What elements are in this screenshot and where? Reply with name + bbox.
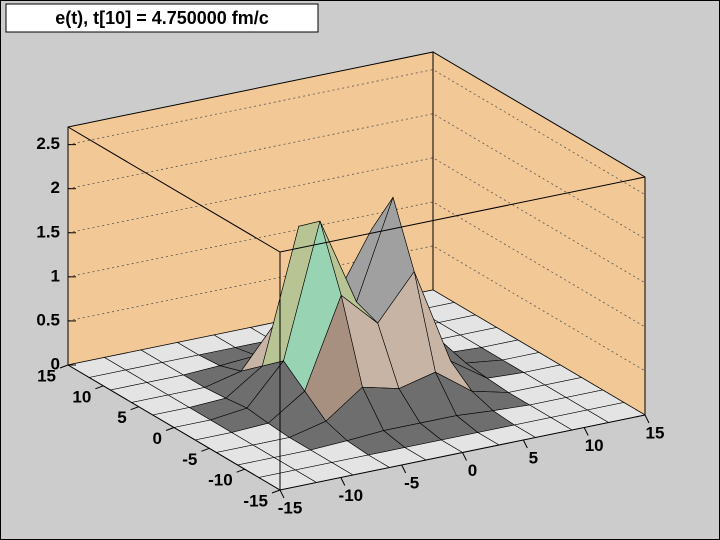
x-tick xyxy=(340,477,346,486)
y-tick-label: -15 xyxy=(243,491,268,510)
z-tick-label: 2 xyxy=(51,178,60,197)
z-tick-label: 1.5 xyxy=(36,222,60,241)
x-tick-label: 5 xyxy=(529,448,538,467)
y-tick-label: 0 xyxy=(153,429,162,448)
y-tick-label: -5 xyxy=(182,450,197,469)
z-tick-label: 1 xyxy=(51,266,60,285)
surface xyxy=(67,196,646,491)
x-tick xyxy=(401,464,407,474)
y-tick-label: -10 xyxy=(208,471,233,490)
x-tick xyxy=(462,452,467,461)
x-tick xyxy=(644,414,650,424)
y-tick xyxy=(201,447,210,452)
y-tick xyxy=(271,489,281,494)
x-tick xyxy=(583,427,589,436)
grid-line xyxy=(67,69,646,195)
x-tick-label: 15 xyxy=(646,423,665,442)
x-tick-label: -10 xyxy=(339,486,364,505)
x-tick-label: 10 xyxy=(585,436,604,455)
y-tick xyxy=(95,385,104,390)
x-tick-label: 0 xyxy=(468,461,477,480)
x-tick xyxy=(279,489,285,499)
y-tick xyxy=(236,468,245,473)
chart-title: e(t), t[10] = 4.750000 fm/c xyxy=(55,8,269,28)
y-tick-label: 10 xyxy=(72,387,91,406)
y-tick xyxy=(165,427,175,431)
z-tick-label: 2.5 xyxy=(36,134,60,153)
y-tick-label: 5 xyxy=(117,408,126,427)
title-box xyxy=(5,3,319,33)
z-tick-label: 0 xyxy=(51,354,60,373)
y-tick xyxy=(130,406,139,411)
z-tick-label: 0.5 xyxy=(36,310,60,329)
x-tick-label: -15 xyxy=(278,498,303,517)
grid-line xyxy=(67,113,646,240)
y-tick-label: 15 xyxy=(37,366,56,385)
grid-line xyxy=(67,201,646,328)
grid-line xyxy=(67,157,646,284)
grid-line xyxy=(67,245,646,372)
x-tick-label: -5 xyxy=(404,473,419,492)
x-tick xyxy=(522,439,528,449)
y-tick xyxy=(59,364,69,369)
